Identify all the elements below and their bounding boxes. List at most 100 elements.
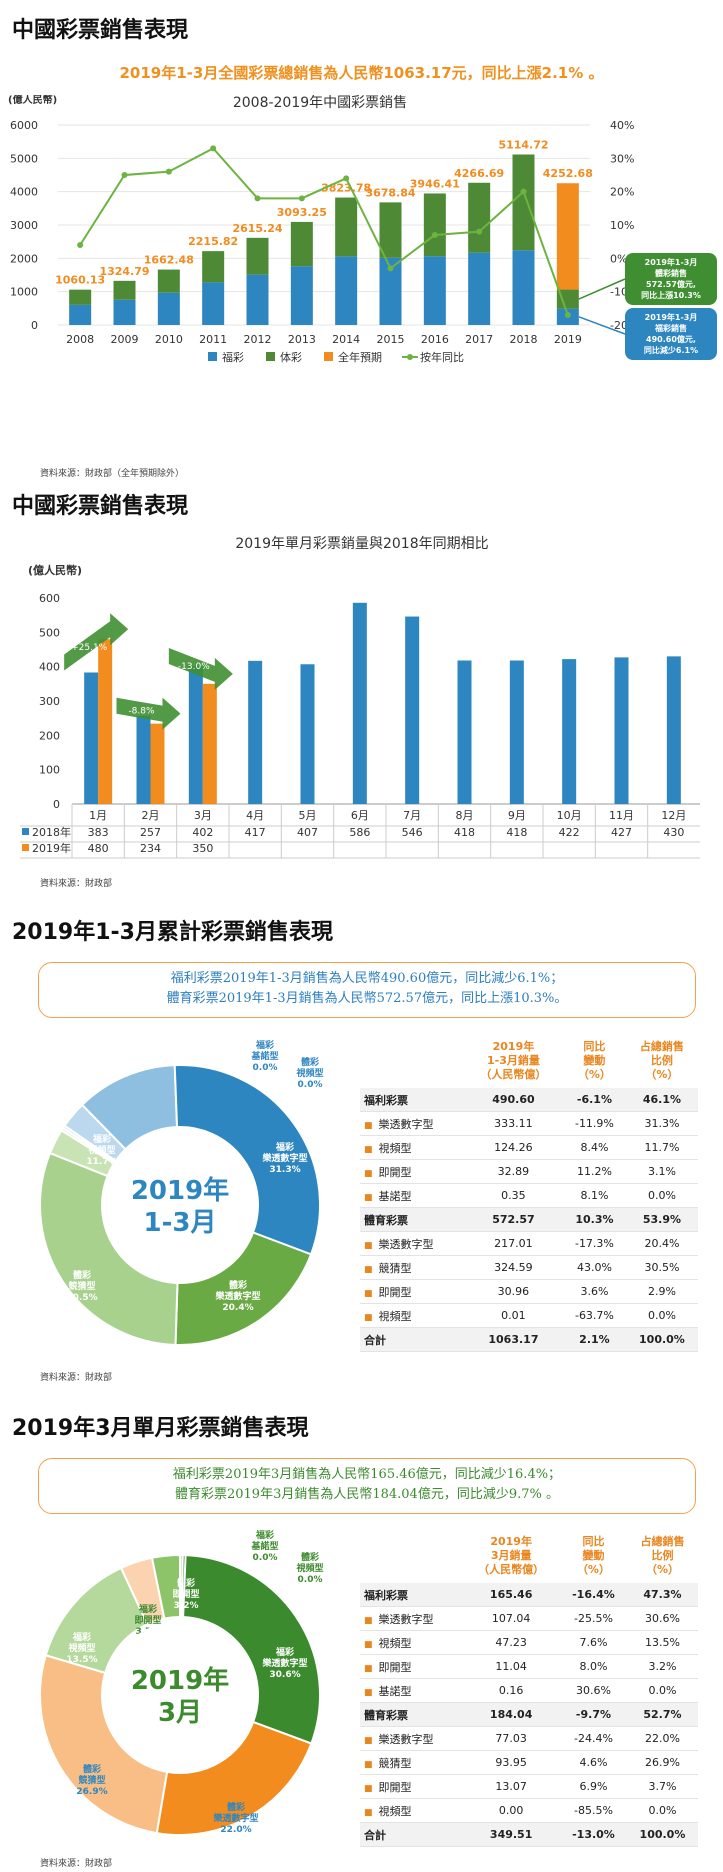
donut-slice-label: 0.0% (253, 1063, 278, 1073)
chart1-bar-forecast (556, 183, 579, 290)
bullet-icon: ■ (364, 1639, 373, 1650)
bullet-icon: ■ (364, 1735, 373, 1746)
table-cell: 32.89 (463, 1159, 563, 1184)
chart1-total-label: 4252.68 (543, 167, 593, 180)
table-row: ■ 基諾型 0.16 30.6% 0.0% (360, 1678, 698, 1703)
chart2-change-label: +25.1% (71, 643, 108, 653)
donut-slice-label: 福彩 (275, 1646, 294, 1658)
chart1-bar-welfare (379, 257, 402, 325)
table-row-label: ■ 視頻型 (360, 1135, 464, 1160)
table-cell: 47.3% (626, 1583, 698, 1607)
bullet-icon: ■ (364, 1264, 373, 1275)
chart2-legend-swatch (22, 844, 29, 851)
chart1-ylabel: (億人民幣) (8, 95, 57, 106)
table-cell: 217.01 (463, 1231, 563, 1256)
donut-slice (179, 1553, 321, 1745)
chart2-change-arrow (64, 613, 129, 671)
table-row: ■ 競猜型 93.95 4.6% 26.9% (360, 1750, 698, 1775)
table-row-label: ■ 視頻型 (360, 1630, 463, 1655)
chart1-yoy-point (564, 312, 571, 318)
chart1-bar-welfare (423, 256, 446, 325)
chart1-bar-sports (246, 237, 269, 275)
chart1-yoy-line (79, 147, 569, 316)
chart1-xtick: 2010 (155, 333, 183, 346)
chart1-bar-sports (69, 289, 92, 305)
chart1-legend-swatch (208, 352, 217, 361)
chart2-xtick: 3月 (194, 809, 212, 822)
table-cell: 324.59 (463, 1255, 563, 1280)
donut-slice-label: 0.0% (253, 1553, 278, 1563)
chart2-bar-2018 (136, 715, 151, 804)
table-cell: 572.57 (463, 1207, 563, 1232)
chart1-ytick: 0 (31, 319, 38, 332)
chart2-bar-2018 (457, 660, 472, 804)
chart1-callout-text: 福彩銷售 (654, 323, 687, 333)
chart1-callout-text: 2019年1-3月 (645, 257, 698, 267)
table-cell: -24.4% (559, 1726, 627, 1751)
section4-summary-box: 福利彩票2019年3月銷售為人民幣165.46億元，同比減少16.4%； 體育彩… (38, 1458, 696, 1514)
chart2-bar-2018 (509, 660, 524, 804)
donut-slice-label: 11.7% (86, 1157, 117, 1167)
chart1-total-label: 1060.13 (55, 274, 105, 287)
table-row: ■ 視頻型 0.01 -63.7% 0.0% (360, 1303, 698, 1328)
table-row: 福利彩票 165.46 -16.4% 47.3% (360, 1583, 698, 1607)
donut-slice (180, 1554, 187, 1619)
table-cell: 0.00 (462, 1798, 560, 1823)
chart1-yoy-point (343, 175, 350, 182)
table-row-label: 合計 (360, 1822, 463, 1847)
donut-slice-label: 視頻型 (87, 1144, 115, 1156)
table-cell: 8.4% (563, 1135, 626, 1160)
donut-slice-label: 視頻型 (295, 1067, 323, 1079)
table-cell: 10.3% (563, 1207, 626, 1232)
chart1-bar-welfare (157, 292, 180, 325)
chart1-bar-sports (157, 269, 180, 293)
chart1-xtick: 2009 (111, 333, 139, 346)
chart2-xtick: 9月 (508, 809, 526, 822)
chart2-ytick: 100 (39, 764, 60, 777)
table-header-cell: 2019年 3月銷量 （人民幣億） (478, 1535, 545, 1576)
table-cell: 26.9% (626, 1750, 698, 1775)
table-cell: 184.04 (462, 1702, 560, 1727)
donut-slice-label: 30.6% (269, 1670, 300, 1680)
bullet-icon: ■ (364, 1144, 373, 1155)
chart1-xtick: 2013 (288, 333, 316, 346)
chart1-bar-sports (512, 154, 535, 251)
table-cell: 3.1% (625, 1159, 698, 1184)
table-row: 體育彩票 184.04 -9.7% 52.7% (360, 1702, 698, 1727)
chart1-callout-box (625, 253, 717, 305)
chart2-ytick: 300 (39, 695, 60, 708)
table-cell: 22.0% (626, 1726, 698, 1751)
donut-slice-label: 22.0% (220, 1825, 251, 1835)
table-cell: 8.1% (563, 1183, 626, 1208)
table-row-label: ■ 競猜型 (360, 1750, 463, 1775)
chart1-total-label: 5114.72 (498, 139, 548, 152)
table-header: 2019年 3月銷量 （人民幣億） 同比 變動 （%） 占總銷售 比例 （%） (360, 1535, 698, 1583)
chart1-y2tick: 0% (610, 252, 627, 265)
table-cell: 124.26 (463, 1135, 563, 1160)
table-row-label: 福利彩票 (360, 1583, 463, 1607)
chart1-yoy-point (431, 232, 438, 238)
table-row-label: 體育彩票 (360, 1207, 464, 1232)
chart2-bar-2019 (202, 683, 217, 804)
section1-headline: 2019年1-3月全國彩票總銷售為人民幣1063.17元，同比上漲2.1% 。 (119, 64, 604, 82)
table-cell: 349.51 (462, 1822, 560, 1847)
chart2-bar-2019 (98, 639, 113, 804)
table-row-label: 合計 (360, 1327, 464, 1352)
table-cell: 0.0% (625, 1183, 698, 1208)
table-cell: -11.9% (563, 1111, 626, 1136)
table-cell: 20.4% (625, 1231, 698, 1256)
table-header-cell: 2019年 1-3月銷量 （人民幣億） (480, 1040, 547, 1081)
table-cell: -63.7% (563, 1303, 626, 1328)
donut-slice-label: 體彩 (227, 1801, 245, 1813)
table-cell: 43.0% (563, 1255, 626, 1280)
table-cell: 0.0% (626, 1798, 698, 1823)
chart1-callout-box (625, 308, 717, 360)
table-cell: -25.5% (559, 1606, 627, 1631)
table-cell: 30.96 (463, 1279, 563, 1304)
table-cell: 11.7% (625, 1135, 698, 1160)
donut-slice-label: 福彩 (255, 1529, 274, 1541)
section3-source: 資料來源：財政部 (40, 1373, 113, 1383)
chart2-ytick: 200 (39, 729, 60, 742)
chart2-legend-swatch (22, 828, 29, 835)
table-row-label: ■ 樂透數字型 (360, 1231, 464, 1256)
